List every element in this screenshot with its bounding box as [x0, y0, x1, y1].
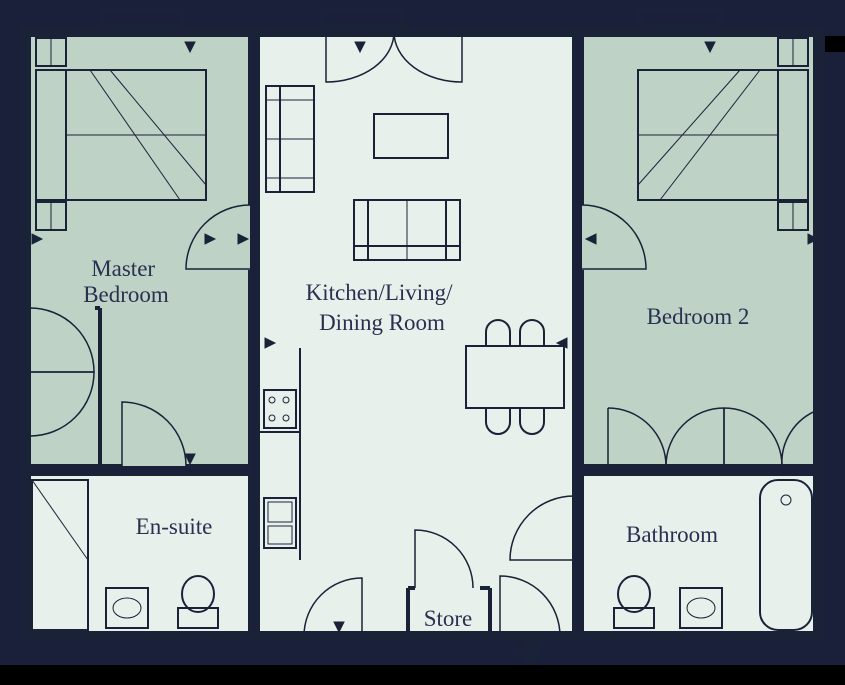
- ensuite-label: En-suite: [136, 514, 213, 539]
- bathroom-fill: [582, 474, 818, 636]
- bedroom2-fill: [582, 32, 818, 466]
- ensuite-fill: [26, 474, 250, 636]
- bedroom2-label: Bedroom 2: [647, 304, 750, 329]
- master-bedroom-fill: [26, 32, 250, 466]
- floorplan-diagram: Master Bedroom Kitchen/Living/ Dining Ro…: [0, 0, 845, 685]
- store-label: Store: [424, 606, 473, 631]
- master-bedroom-label: Master Bedroom: [83, 256, 169, 307]
- bathroom-label: Bathroom: [626, 522, 718, 547]
